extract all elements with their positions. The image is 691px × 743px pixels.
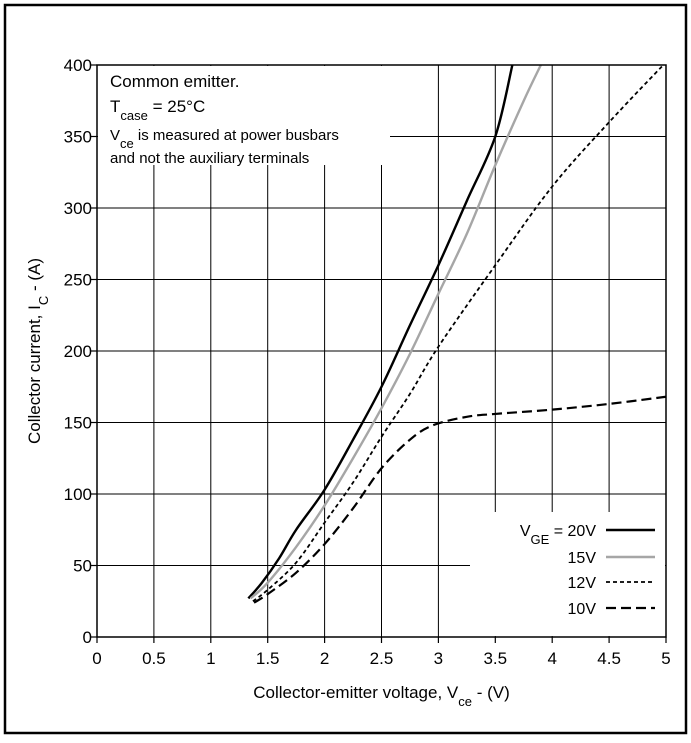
y-tick-label: 0 (83, 628, 92, 647)
x-tick-label: 2 (320, 649, 329, 668)
annotation-line: Vce is measured at power busbars (110, 127, 339, 151)
series-line-12V (252, 65, 665, 602)
y-tick-label: 200 (64, 342, 92, 361)
annotation-block: Common emitter. Tcase = 25°C Vce is measur… (98, 66, 410, 167)
x-tick-label: 3.5 (483, 649, 507, 668)
y-tick-label: 300 (64, 199, 92, 218)
series-line-15V (249, 65, 542, 600)
y-axis-title: Collector current, IC - (A) (25, 258, 51, 444)
annotation-line: and not the auxiliary terminals (110, 150, 309, 167)
series-line-20V (247, 65, 514, 600)
annotation-background (98, 121, 390, 165)
legend: VGE = 20V 15V 12V 10V (470, 512, 665, 636)
annotation-line: Common emitter. (110, 72, 239, 91)
x-tick-label: 4.5 (597, 649, 621, 668)
x-axis-title: Collector-emitter voltage, Vce - (V) (253, 683, 510, 709)
legend-background (470, 512, 665, 636)
legend-label: VGE = 20V (520, 523, 597, 547)
x-tick-labels: 0 0.5 1 1.5 2 2.5 3 3.5 4 4.5 5 (92, 637, 671, 668)
legend-label: 12V (568, 575, 597, 592)
series-line-10V (253, 395, 666, 604)
x-tick-label: 5 (661, 649, 670, 668)
x-tick-label: 1.5 (256, 649, 280, 668)
x-tick-label: 0 (92, 649, 101, 668)
x-tick-label: 4 (547, 649, 556, 668)
x-tick-label: 0.5 (142, 649, 166, 668)
y-tick-labels: 0 50 100 150 200 250 300 350 400 (64, 56, 97, 647)
series-lines (247, 65, 666, 604)
legend-label: 15V (568, 550, 597, 567)
x-tick-label: 3 (434, 649, 443, 668)
x-tick-label: 2.5 (370, 649, 394, 668)
y-tick-label: 400 (64, 56, 92, 75)
legend-label: 10V (568, 601, 597, 618)
y-tick-label: 150 (64, 414, 92, 433)
y-tick-label: 100 (64, 485, 92, 504)
x-tick-label: 1 (206, 649, 215, 668)
y-tick-label: 250 (64, 271, 92, 290)
annotation-background (98, 66, 410, 121)
y-tick-label: 350 (64, 128, 92, 147)
y-tick-label: 50 (73, 557, 92, 576)
annotation-line: Tcase = 25°C (110, 97, 205, 123)
